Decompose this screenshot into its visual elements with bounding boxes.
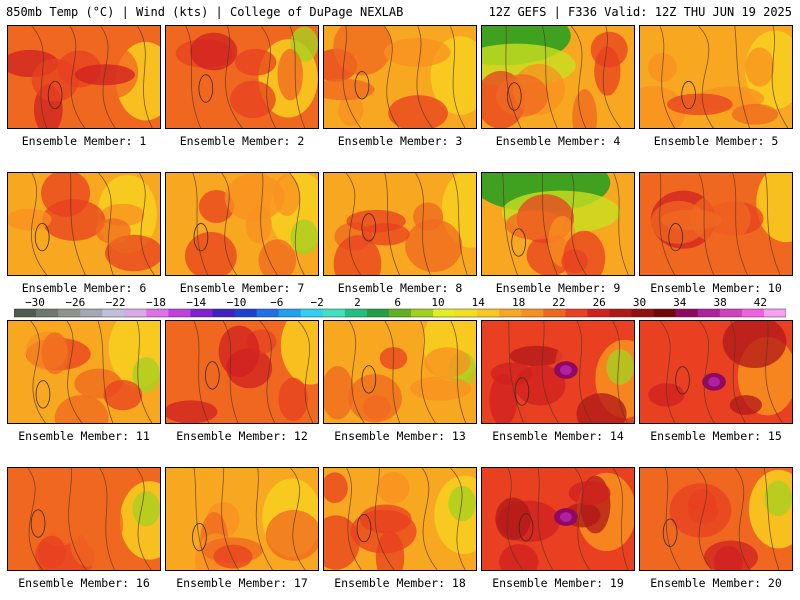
run-valid-info: 12Z GEFS | F336 Valid: 12Z THU JUN 19 20… bbox=[488, 5, 792, 19]
ensemble-map-panel bbox=[481, 25, 635, 129]
ensemble-member-label: Ensemble Member: 9 bbox=[495, 281, 621, 295]
colorbar-swatch bbox=[102, 309, 125, 317]
colorbar-tick-label: 26 bbox=[592, 296, 606, 309]
colorbar-swatch bbox=[543, 309, 566, 317]
colorbar-swatch bbox=[14, 309, 37, 317]
ensemble-map-panel bbox=[323, 172, 477, 276]
ensemble-member-label: Ensemble Member: 13 bbox=[334, 429, 466, 443]
product-title: 850mb Temp (°C) | Wind (kts) | College o… bbox=[6, 5, 404, 19]
ensemble-map-panel bbox=[481, 467, 635, 571]
header: 850mb Temp (°C) | Wind (kts) | College o… bbox=[0, 0, 800, 22]
colorbar-swatch bbox=[322, 309, 346, 317]
colorbar-tick-label: 14 bbox=[471, 296, 485, 309]
colorbar-swatch bbox=[565, 309, 588, 317]
ensemble-map-panel bbox=[639, 172, 793, 276]
ensemble-member-label: Ensemble Member: 4 bbox=[495, 134, 621, 148]
colorbar-swatch bbox=[300, 309, 324, 317]
colorbar-swatch bbox=[388, 309, 412, 317]
colorbar-swatch bbox=[36, 309, 59, 317]
colorbar-tick-label: 2 bbox=[354, 296, 361, 309]
colorbar-swatch bbox=[366, 309, 390, 317]
colorbar-tick-label: 34 bbox=[673, 296, 687, 309]
colorbar-swatch bbox=[455, 309, 478, 317]
colorbar-swatch bbox=[168, 309, 191, 317]
colorbar-strip bbox=[14, 308, 786, 318]
colorbar-swatch bbox=[477, 309, 500, 317]
ensemble-member-label: Ensemble Member: 20 bbox=[650, 576, 782, 590]
colorbar-swatch bbox=[521, 309, 544, 317]
ensemble-member-label: Ensemble Member: 14 bbox=[492, 429, 624, 443]
ensemble-map-panel bbox=[481, 320, 635, 424]
ensemble-map-panel bbox=[165, 172, 319, 276]
colorbar-tick-label: −2 bbox=[310, 296, 324, 309]
colorbar-swatch bbox=[256, 309, 280, 317]
ensemble-map-panel bbox=[7, 172, 161, 276]
colorbar-swatch bbox=[58, 309, 81, 317]
colorbar-tick-label: −10 bbox=[226, 296, 247, 309]
colorbar-tick-label: 38 bbox=[713, 296, 727, 309]
colorbar-tick-label: −26 bbox=[65, 296, 86, 309]
ensemble-map-panel bbox=[165, 25, 319, 129]
ensemble-map-panel bbox=[323, 320, 477, 424]
colorbar-swatch bbox=[234, 309, 258, 317]
colorbar-swatch bbox=[763, 309, 786, 317]
colorbar-tick-label: 6 bbox=[394, 296, 401, 309]
ensemble-member-label: Ensemble Member: 17 bbox=[176, 576, 308, 590]
colorbar-swatch bbox=[344, 309, 368, 317]
ensemble-member-label: Ensemble Member: 5 bbox=[653, 134, 779, 148]
colorbar-swatch bbox=[719, 309, 743, 317]
colorbar-tick-label: −14 bbox=[186, 296, 207, 309]
ensemble-map-panel bbox=[639, 467, 793, 571]
colorbar-swatch bbox=[212, 309, 236, 317]
colorbar-swatch bbox=[411, 309, 434, 317]
colorbar-swatch bbox=[499, 309, 522, 317]
colorbar-tick-label: −18 bbox=[145, 296, 166, 309]
colorbar-swatch bbox=[587, 309, 611, 317]
colorbar-swatch bbox=[609, 309, 633, 317]
ensemble-member-label: Ensemble Member: 1 bbox=[21, 134, 147, 148]
colorbar-tick-label: 22 bbox=[552, 296, 566, 309]
ensemble-map-panel bbox=[7, 320, 161, 424]
colorbar-tick-label: −6 bbox=[270, 296, 284, 309]
ensemble-map-panel bbox=[481, 172, 635, 276]
colorbar-swatch bbox=[278, 309, 302, 317]
colorbar-swatch bbox=[631, 309, 655, 317]
ensemble-map-panel bbox=[165, 467, 319, 571]
ensemble-member-label: Ensemble Member: 18 bbox=[334, 576, 466, 590]
colorbar-swatch bbox=[741, 309, 765, 317]
colorbar-swatch bbox=[80, 309, 103, 317]
ensemble-map-panel bbox=[323, 25, 477, 129]
colorbar-swatch bbox=[675, 309, 699, 317]
ensemble-member-label: Ensemble Member: 12 bbox=[176, 429, 308, 443]
colorbar-swatch bbox=[433, 309, 456, 317]
temperature-colorbar: −30 −26 −22 −18 −14 −10 −6 −2 2 6 10 14 18 22 26 30 34 38… bbox=[0, 296, 800, 320]
ensemble-member-label: Ensemble Member: 2 bbox=[179, 134, 305, 148]
colorbar-tick-label: −22 bbox=[105, 296, 126, 309]
colorbar-swatch bbox=[124, 309, 147, 317]
colorbar-tick-label: 18 bbox=[511, 296, 526, 309]
ensemble-map-panel bbox=[639, 320, 793, 424]
ensemble-member-label: Ensemble Member: 16 bbox=[18, 576, 150, 590]
colorbar-tick-label: 42 bbox=[753, 296, 768, 309]
ensemble-map-panel bbox=[323, 467, 477, 571]
colorbar-swatch bbox=[697, 309, 721, 317]
ensemble-member-label: Ensemble Member: 8 bbox=[337, 281, 463, 295]
colorbar-swatch bbox=[653, 309, 677, 317]
ensemble-map-panel bbox=[7, 467, 161, 571]
colorbar-swatch bbox=[190, 309, 214, 317]
ensemble-member-label: Ensemble Member: 19 bbox=[492, 576, 624, 590]
ensemble-member-label: Ensemble Member: 3 bbox=[337, 134, 463, 148]
ensemble-member-label: Ensemble Member: 15 bbox=[650, 429, 782, 443]
colorbar-tick-label: 10 bbox=[431, 296, 445, 309]
colorbar-swatch bbox=[146, 309, 169, 317]
colorbar-tick-label: −30 bbox=[25, 296, 45, 309]
ensemble-member-label: Ensemble Member: 11 bbox=[18, 429, 150, 443]
ensemble-map-panel bbox=[7, 25, 161, 129]
ensemble-member-label: Ensemble Member: 10 bbox=[650, 281, 782, 295]
ensemble-map-panel bbox=[639, 25, 793, 129]
ensemble-member-label: Ensemble Member: 6 bbox=[21, 281, 147, 295]
ensemble-member-label: Ensemble Member: 7 bbox=[179, 281, 305, 295]
colorbar-tick-label: 30 bbox=[632, 296, 647, 309]
ensemble-map-panel bbox=[165, 320, 319, 424]
